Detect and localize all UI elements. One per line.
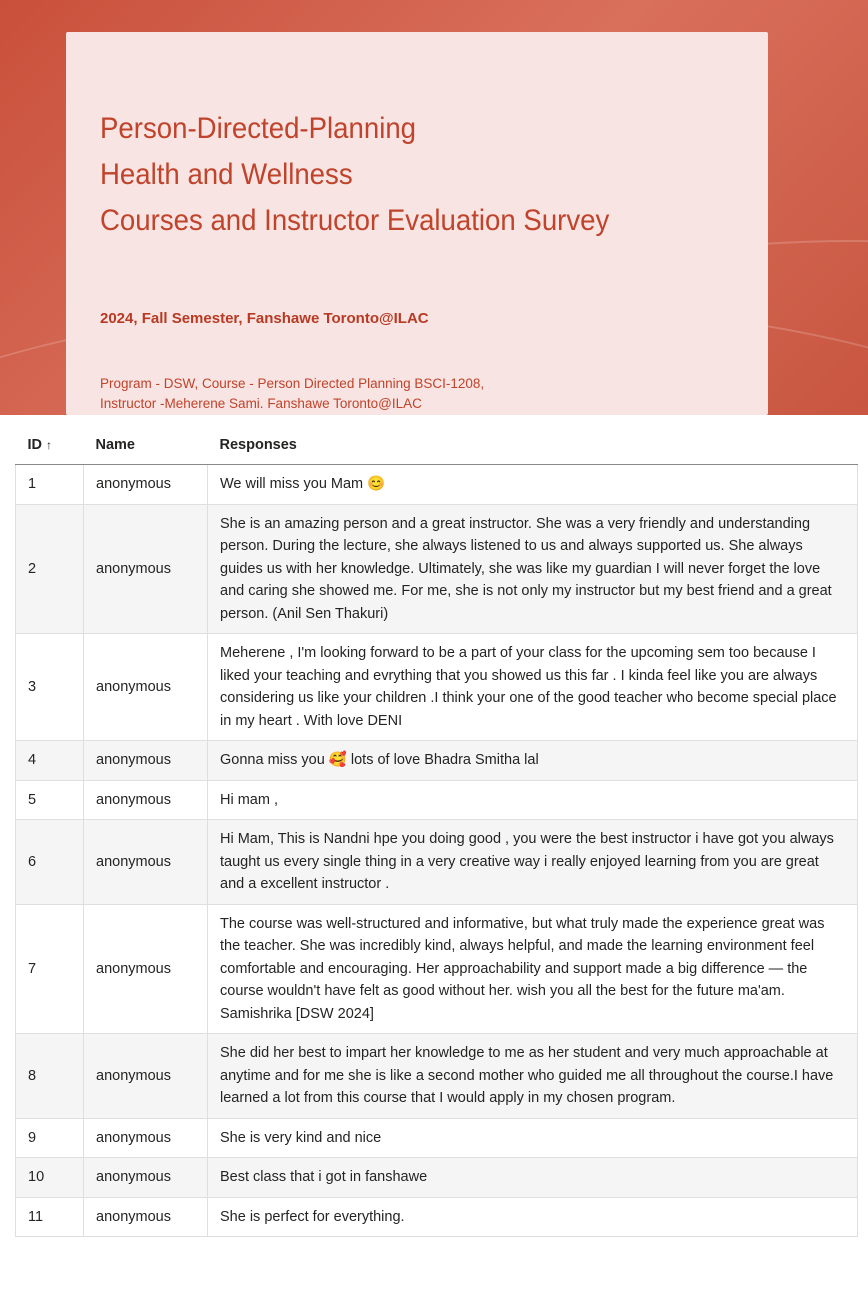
- survey-banner: Person-Directed-Planning Health and Well…: [0, 0, 868, 415]
- column-header-responses[interactable]: Responses: [207, 425, 858, 465]
- cell-id: 1: [15, 464, 84, 505]
- column-header-id[interactable]: ID ↑: [15, 425, 84, 465]
- cell-id: 10: [15, 1157, 84, 1198]
- cell-response: She is an amazing person and a great ins…: [207, 503, 858, 634]
- cell-name: anonymous: [83, 1033, 208, 1119]
- cell-response: Gonna miss you 🥰 lots of love Bhadra Smi…: [207, 740, 858, 781]
- table-row[interactable]: 9 anonymous She is very kind and nice: [15, 1117, 858, 1158]
- table-row[interactable]: 8 anonymous She did her best to impart her…: [15, 1033, 858, 1119]
- cell-response: Meherene , I'm looking forward to be a p…: [207, 633, 858, 741]
- table-row[interactable]: 4 anonymous Gonna miss you 🥰 lots of love …: [15, 740, 858, 781]
- cell-id: 5: [15, 779, 84, 820]
- table-row[interactable]: 10 anonymous Best class that i got in fans…: [15, 1157, 858, 1198]
- cell-response: The course was well-structured and infor…: [207, 903, 858, 1034]
- cell-id: 2: [15, 503, 84, 634]
- course-info-line: Program - DSW, Course - Person Directed …: [100, 376, 485, 391]
- cell-id: 3: [15, 633, 84, 741]
- title-line: Health and Wellness: [100, 158, 353, 191]
- cell-name: anonymous: [83, 819, 208, 905]
- cell-name: anonymous: [83, 779, 208, 820]
- title-line: Courses and Instructor Evaluation Survey: [100, 204, 610, 237]
- cell-name: anonymous: [83, 464, 208, 505]
- cell-name: anonymous: [83, 633, 208, 741]
- cell-name: anonymous: [83, 503, 208, 634]
- cell-id: 6: [15, 819, 84, 905]
- table-row[interactable]: 2 anonymous She is an amazing person and a…: [15, 503, 858, 634]
- table-row[interactable]: 3 anonymous Meherene , I'm looking forward…: [15, 633, 858, 741]
- cell-response: She is very kind and nice: [207, 1117, 858, 1158]
- sort-ascending-icon[interactable]: ↑: [46, 437, 52, 452]
- cell-name: anonymous: [83, 1157, 208, 1198]
- cell-response: Hi Mam, This is Nandni hpe you doing goo…: [207, 819, 858, 905]
- table-row[interactable]: 1 anonymous We will miss you Mam 😊: [15, 464, 858, 505]
- cell-response: Best class that i got in fanshawe: [207, 1157, 858, 1198]
- title-line: Person-Directed-Planning: [100, 112, 417, 145]
- table-header-row: ID ↑ Name Responses: [15, 425, 858, 465]
- responses-table: ID ↑ Name Responses 1 anonymous We will mis…: [15, 425, 858, 1237]
- cell-id: 7: [15, 903, 84, 1034]
- cell-id: 11: [15, 1196, 84, 1237]
- cell-response: She is perfect for everything.: [207, 1196, 858, 1237]
- column-header-name[interactable]: Name: [83, 425, 208, 465]
- cell-response: We will miss you Mam 😊: [207, 464, 858, 505]
- cell-name: anonymous: [83, 903, 208, 1034]
- cell-name: anonymous: [83, 740, 208, 781]
- table-row[interactable]: 5 anonymous Hi mam ,: [15, 779, 858, 820]
- cell-response: Hi mam ,: [207, 779, 858, 820]
- course-info: Program - DSW, Course - Person Directed …: [100, 374, 484, 414]
- cell-response: She did her best to impart her knowledge…: [207, 1033, 858, 1119]
- instructor-info-line: Instructor -Meherene Sami. Fanshawe Toro…: [100, 396, 422, 411]
- survey-title: Person-Directed-Planning Health and Well…: [100, 106, 609, 244]
- table-row[interactable]: 7 anonymous The course was well-structured…: [15, 903, 858, 1034]
- cell-name: anonymous: [83, 1117, 208, 1158]
- cell-id: 8: [15, 1033, 84, 1119]
- survey-subtitle: 2024, Fall Semester, Fanshawe Toronto@IL…: [100, 310, 429, 327]
- column-label: ID: [27, 436, 43, 453]
- cell-id: 9: [15, 1117, 84, 1158]
- table-row[interactable]: 6 anonymous Hi Mam, This is Nandni hpe you…: [15, 819, 858, 905]
- header-card: Person-Directed-Planning Health and Well…: [66, 32, 768, 415]
- cell-id: 4: [15, 740, 84, 781]
- table-row[interactable]: 11 anonymous She is perfect for everything…: [15, 1196, 858, 1237]
- cell-name: anonymous: [83, 1196, 208, 1237]
